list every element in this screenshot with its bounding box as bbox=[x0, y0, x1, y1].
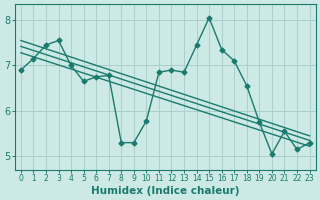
X-axis label: Humidex (Indice chaleur): Humidex (Indice chaleur) bbox=[91, 186, 239, 196]
